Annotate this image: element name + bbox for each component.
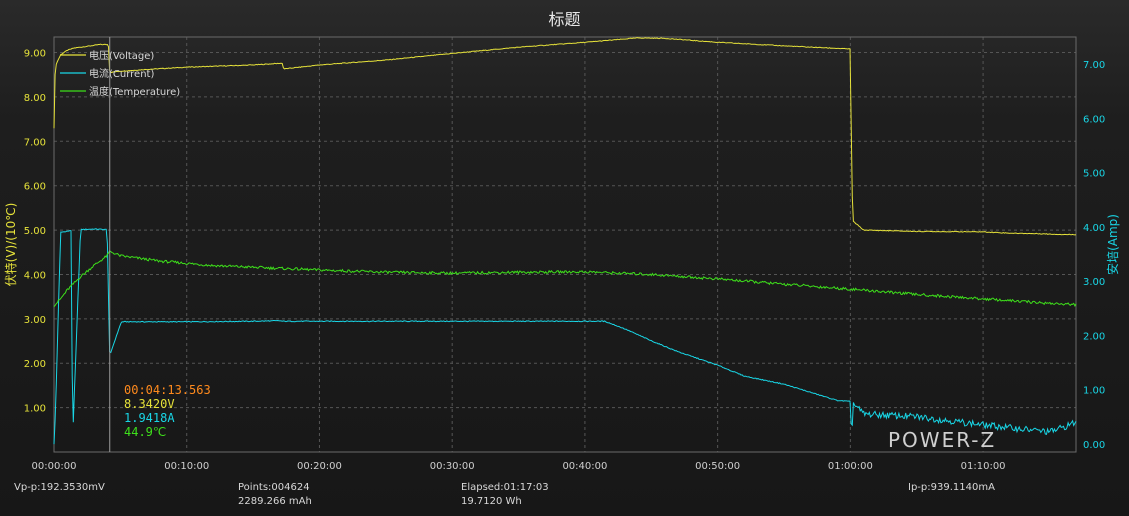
- legend: 电压(Voltage) 电流(Current) 温度(Temperature): [60, 49, 180, 98]
- y-left-tick-label: 7.00: [24, 137, 46, 148]
- y-right-tick-label: 4.00: [1083, 223, 1105, 234]
- series-line-1: [53, 228, 1077, 445]
- grid-layer: [54, 37, 1076, 452]
- y-left-tick-label: 3.00: [24, 315, 46, 326]
- series-layer: [53, 37, 1077, 445]
- series-line-0: [53, 37, 1077, 236]
- y-left-tick-label: 4.00: [24, 270, 46, 281]
- y-right-tick-label: 5.00: [1083, 169, 1105, 180]
- cursor-temperature-label: 44.9℃: [124, 425, 166, 439]
- power-z-logo: POWER-Z: [888, 428, 997, 452]
- axes-layer: 00:00:00 00:10:00 00:20:00 00:30:00 00:40:00…: [3, 36, 1120, 472]
- y-left-tick-label: 5.00: [24, 226, 46, 237]
- y-right-axis-label: 安培(Amp): [1105, 214, 1120, 275]
- y-right-tick-label: 1.00: [1083, 386, 1105, 397]
- legend-label: 温度(Temperature): [89, 85, 180, 98]
- y-right-tick-label: 2.00: [1083, 331, 1105, 342]
- y-left-axis-label: 伏特(V)/(10℃): [3, 203, 18, 287]
- y-right-tick-label: 3.00: [1083, 277, 1105, 288]
- y-left-tick-label: 8.00: [24, 93, 46, 104]
- legend-label: 电压(Voltage): [89, 49, 154, 62]
- energy-stat: 19.7120 Wh: [461, 496, 522, 507]
- cursor-voltage-label: 8.3420V: [124, 397, 175, 411]
- cursor-current-label: 1.9418A: [124, 411, 175, 425]
- plot-frame: [53, 36, 1077, 453]
- elapsed-stat: Elapsed:01:17:03: [461, 482, 549, 493]
- cursor-time-label: 00:04:13.563: [124, 383, 211, 397]
- x-tick-label: 00:20:00: [297, 461, 342, 472]
- y-right-tick-label: 7.00: [1083, 60, 1105, 71]
- y-left-tick-label: 1.00: [24, 404, 46, 415]
- y-right-tick-label: 0.00: [1083, 440, 1105, 451]
- y-left-tick-label: 2.00: [24, 359, 46, 370]
- y-left-tick-label: 6.00: [24, 182, 46, 193]
- y-left-tick-label: 9.00: [24, 49, 46, 60]
- x-tick-label: 00:00:00: [32, 461, 77, 472]
- chart-title: 标题: [548, 10, 581, 29]
- vpp-stat: Vp-p:192.3530mV: [14, 482, 105, 493]
- capacity-stat: 2289.266 mAh: [238, 496, 312, 507]
- ipp-stat: Ip-p:939.1140mA: [908, 482, 995, 493]
- x-tick-label: 01:10:00: [961, 461, 1006, 472]
- x-tick-label: 01:00:00: [828, 461, 873, 472]
- y-right-tick-label: 6.00: [1083, 114, 1105, 125]
- series-line-2: [53, 250, 1077, 308]
- x-tick-label: 00:30:00: [430, 461, 475, 472]
- points-stat: Points:004624: [238, 482, 310, 493]
- legend-label: 电流(Current): [89, 67, 154, 80]
- x-tick-label: 00:40:00: [562, 461, 607, 472]
- x-tick-label: 00:50:00: [695, 461, 740, 472]
- x-tick-label: 00:10:00: [164, 461, 209, 472]
